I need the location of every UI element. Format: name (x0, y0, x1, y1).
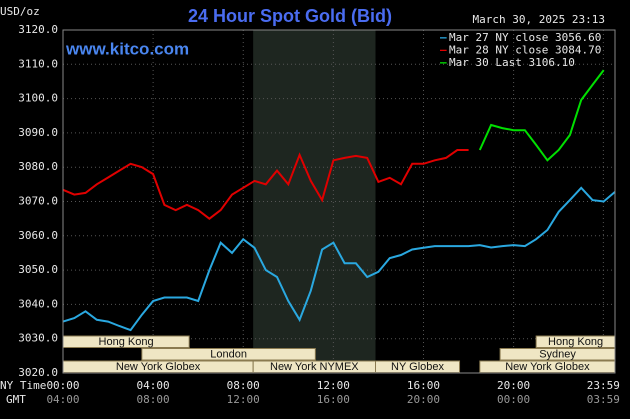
y-tick-label: 3070.0 (18, 195, 58, 208)
plot-frame (62, 29, 616, 374)
series-line (62, 186, 616, 332)
session-bar (141, 348, 316, 361)
x2-axis-label: GMT (6, 393, 26, 406)
x-axis-label: NY Time (0, 379, 46, 392)
y-tick-label: 3030.0 (18, 332, 58, 345)
y-tick-label: 3120.0 (18, 23, 58, 36)
x2-tick-label: 08:00 (137, 393, 170, 406)
x2-tick-label: 16:00 (317, 393, 350, 406)
session-label: Hong Kong (548, 336, 603, 348)
session-label: Hong Kong (99, 336, 154, 348)
session-label: New York Globex (505, 361, 590, 373)
x2-tick-label: 00:00 (497, 393, 530, 406)
y-tick-label: 3040.0 (18, 297, 58, 310)
y-tick-label: 3100.0 (18, 92, 58, 105)
source: www.kitco.com (65, 39, 189, 58)
chart-title: 24 Hour Spot Gold (Bid) (188, 6, 392, 26)
legend-entry: Mar 28 NY close 3084.70 (449, 44, 601, 57)
series-line (478, 69, 605, 162)
y-axis-label: USD/oz (0, 5, 40, 18)
y-tick-label: 3090.0 (18, 126, 58, 139)
x-tick-label: 12:00 (317, 379, 350, 392)
y-tick-label: 3080.0 (18, 160, 58, 173)
y-tick-label: 3050.0 (18, 263, 58, 276)
series-line (62, 149, 469, 220)
session-label: NY Globex (391, 361, 444, 373)
session-label: New York NYMEX (270, 361, 359, 373)
legend-entry: Mar 27 NY close 3056.60 (449, 31, 601, 44)
y-tick-label: 3110.0 (18, 57, 58, 70)
y-tick-label: 3020.0 (18, 366, 58, 379)
y-tick-label: 3060.0 (18, 229, 58, 242)
x-tick-label: 16:00 (407, 379, 440, 392)
legend-entry: Mar 30 Last 3106.10 (449, 56, 575, 69)
x2-tick-label: 20:00 (407, 393, 440, 406)
x2-tick-label: 04:00 (46, 393, 79, 406)
line-layer (62, 69, 616, 332)
legend: – Mar 27 NY close 3056.60– Mar 28 NY close… (440, 31, 601, 69)
x2-tick-label: 12:00 (227, 393, 260, 406)
x2-tick-label: 03:59 (587, 393, 620, 406)
x-tick-label: 00:00 (46, 379, 79, 392)
x-tick-label: 20:00 (497, 379, 530, 392)
date: March 30, 2025 23:13 (473, 13, 605, 26)
x-tick-label: 23:59 (587, 379, 620, 392)
legend-marker: – (440, 56, 447, 69)
session-label: London (210, 349, 247, 361)
x-tick-label: 08:00 (227, 379, 260, 392)
x-tick-label: 04:00 (137, 379, 170, 392)
legend-marker: – (440, 31, 447, 44)
session-label: Sydney (539, 349, 576, 361)
legend-marker: – (440, 44, 447, 57)
session-label: New York Globex (116, 361, 201, 373)
